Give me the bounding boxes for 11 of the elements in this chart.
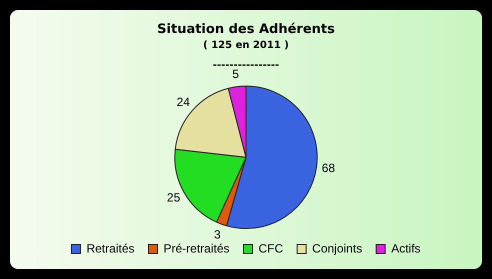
legend-label: Retraités (86, 241, 134, 256)
legend-label: Conjoints (312, 241, 362, 256)
data-label: 24 (176, 94, 190, 109)
data-label: 3 (214, 228, 221, 242)
legend-label: CFC (258, 241, 284, 256)
chart-title: Situation des Adhérents (157, 22, 336, 38)
data-label: 68 (322, 161, 336, 176)
chart-subtitle: ( 125 en 2011 ) (203, 40, 289, 52)
legend-label: Actifs (391, 241, 421, 256)
legend-label: Pré-retraités (163, 241, 230, 256)
data-label: 25 (166, 190, 181, 205)
